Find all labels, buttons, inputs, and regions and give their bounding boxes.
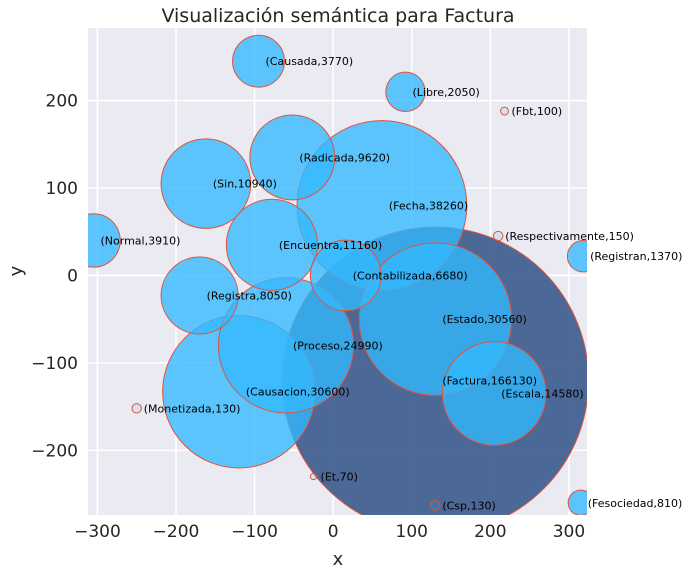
bubble-label: (Respectivamente,150) [505, 230, 634, 243]
bubble-label: (Encuentra,11160) [279, 239, 382, 252]
x-axis-label: x [333, 549, 344, 570]
bubble [160, 256, 239, 335]
y-axis-label: y [6, 265, 27, 276]
bubble [160, 138, 252, 229]
x-tick-label: 0 [328, 522, 339, 542]
y-tick-labels: −200 −100 0 100 200 [31, 92, 78, 462]
bubble [309, 239, 382, 312]
x-tick-label: −100 [231, 522, 278, 542]
bubble [225, 198, 318, 291]
bubble [131, 403, 142, 414]
bubble-label: (Escala,14580) [501, 387, 583, 400]
bubble [567, 489, 587, 515]
bubble [566, 239, 587, 273]
x-tick-label: 300 [553, 522, 585, 542]
x-tick-label: 200 [474, 522, 506, 542]
bubble-label: (Radicada,9620) [299, 151, 390, 164]
bubble-label: (Fbt,100) [511, 105, 562, 118]
bubble [309, 472, 318, 481]
bubble-label: (Registra,8050) [207, 290, 292, 303]
y-tick-label: 100 [46, 179, 78, 199]
bubble [385, 71, 426, 112]
bubble-label: (Estado,30560) [442, 313, 527, 326]
bubble-label: (Libre,2050) [412, 86, 479, 99]
bubble [441, 341, 547, 446]
bubble-label: (Fecha,38260) [389, 199, 468, 212]
chart-title: Visualización semántica para Factura [161, 5, 514, 27]
y-tick-label: −100 [31, 354, 78, 374]
bubble-label: (Sin,10940) [213, 178, 277, 191]
bubble [249, 114, 336, 201]
bubble-label: (Causacion,30600) [246, 386, 350, 399]
y-tick-label: 200 [46, 92, 78, 112]
bubble-label: (Factura,166130) [442, 374, 537, 387]
y-tick-label: −200 [31, 441, 78, 461]
bubble-label: (Causada,3770) [266, 55, 354, 68]
bubble [500, 106, 509, 116]
bubbles [88, 34, 587, 515]
bubble-label: (Csp,130) [442, 499, 495, 512]
x-tick-label: −300 [74, 522, 121, 542]
bubble [88, 213, 121, 268]
bubble-label: (Normal,3910) [101, 234, 181, 247]
bubble-label: (Et,70) [321, 471, 358, 484]
bubble-label: (Contabilizada,6680) [353, 269, 468, 282]
bubble-label: (Proceso,24990) [293, 339, 383, 352]
x-tick-label: −200 [153, 522, 200, 542]
bubble-label: (Monetizada,130) [144, 402, 241, 415]
bubble-labels: (Factura,166130) (Fecha,38260) (Causacion,… [101, 55, 683, 512]
y-tick-label: 0 [67, 266, 78, 286]
bubble-label: (Fesociedad,810) [588, 497, 683, 510]
x-tick-label: 100 [396, 522, 428, 542]
x-tick-labels: −300 −200 −100 0 100 200 300 [74, 522, 585, 542]
bubble [492, 230, 504, 242]
bubble [232, 34, 285, 88]
bubble [430, 500, 441, 511]
bubble-label: (Registran,1370) [590, 250, 682, 263]
